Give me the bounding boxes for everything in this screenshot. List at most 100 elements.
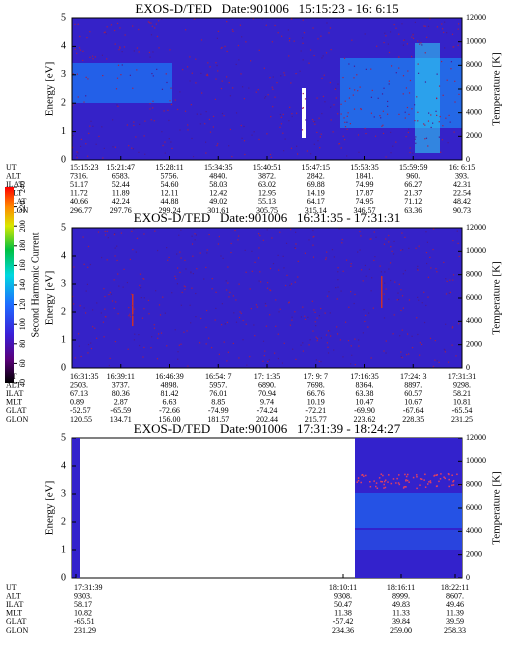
noise xyxy=(245,41,247,43)
noise xyxy=(332,131,334,133)
noise xyxy=(259,234,261,237)
noise xyxy=(357,479,360,482)
table-value: 231.25 xyxy=(451,415,473,424)
noise xyxy=(294,281,296,283)
y2-tick-label: 12000 xyxy=(466,223,486,232)
noise xyxy=(374,255,376,258)
noise xyxy=(319,136,321,138)
table-value: 10.67 xyxy=(404,398,422,407)
y-tick-label: 0 xyxy=(61,572,66,583)
noise xyxy=(432,122,434,124)
noise xyxy=(118,328,120,330)
noise xyxy=(294,247,297,249)
noise xyxy=(438,85,441,87)
table-value: 15:47:15 xyxy=(302,163,330,172)
noise xyxy=(326,251,328,253)
table-value: 181.57 xyxy=(207,415,229,424)
noise xyxy=(77,152,79,154)
noise xyxy=(138,334,140,336)
noise xyxy=(118,285,120,287)
colorbar-tick-label: 120 xyxy=(18,299,27,311)
noise xyxy=(429,480,432,482)
noise xyxy=(223,341,225,343)
noise xyxy=(403,39,406,41)
table-value: 12.42 xyxy=(209,189,227,198)
noise xyxy=(405,480,407,482)
noise xyxy=(106,58,108,60)
noise xyxy=(357,477,360,479)
noise xyxy=(376,487,379,490)
noise xyxy=(240,124,242,127)
noise xyxy=(196,113,198,115)
noise xyxy=(169,49,171,51)
noise xyxy=(180,304,182,306)
noise xyxy=(382,132,385,135)
noise xyxy=(237,239,239,241)
noise xyxy=(95,143,97,145)
noise xyxy=(157,337,159,339)
noise xyxy=(114,146,116,148)
noise xyxy=(419,478,422,480)
noise xyxy=(115,301,117,303)
noise xyxy=(269,314,271,316)
noise xyxy=(266,282,269,284)
noise xyxy=(351,354,353,356)
noise xyxy=(445,293,448,295)
noise xyxy=(190,104,192,106)
y-tick-label: 1 xyxy=(61,334,66,345)
noise xyxy=(98,135,100,137)
noise xyxy=(392,253,395,255)
noise xyxy=(365,68,367,70)
noise xyxy=(388,80,390,82)
noise xyxy=(209,66,211,68)
noise xyxy=(373,116,375,118)
noise xyxy=(365,275,367,277)
noise xyxy=(425,137,428,139)
noise xyxy=(229,128,232,131)
noise xyxy=(224,45,226,47)
noise xyxy=(265,96,267,98)
noise xyxy=(358,339,360,341)
noise xyxy=(418,245,420,247)
noise xyxy=(391,250,393,252)
noise xyxy=(87,352,89,354)
noise xyxy=(96,302,98,304)
noise xyxy=(346,115,348,117)
noise xyxy=(392,478,395,480)
noise xyxy=(119,27,121,29)
noise xyxy=(191,72,193,74)
noise xyxy=(218,235,220,238)
noise xyxy=(381,93,384,95)
noise xyxy=(444,47,446,49)
table-value: 11.39 xyxy=(446,609,464,618)
noise xyxy=(149,108,151,110)
noise xyxy=(387,43,389,45)
noise xyxy=(373,231,375,233)
table-value: 6.63 xyxy=(163,398,177,407)
noise xyxy=(103,336,105,338)
noise xyxy=(408,113,410,116)
noise xyxy=(118,49,120,51)
table-value: 17:31:39 xyxy=(74,583,102,592)
noise xyxy=(400,309,402,312)
noise xyxy=(445,323,447,325)
noise xyxy=(153,327,156,329)
noise xyxy=(405,354,408,356)
table-value: -69.90 xyxy=(354,406,375,415)
table-value: 16:39:11 xyxy=(107,372,135,381)
table-value: -52.57 xyxy=(70,406,91,415)
noise xyxy=(320,35,322,37)
noise xyxy=(221,112,224,115)
noise xyxy=(177,351,179,353)
noise xyxy=(114,233,116,235)
noise xyxy=(139,284,141,287)
noise xyxy=(408,481,410,483)
table-value: 8897. xyxy=(404,380,422,389)
row-label: GLAT xyxy=(6,406,27,415)
noise xyxy=(385,340,387,342)
noise xyxy=(273,352,276,354)
noise xyxy=(390,152,392,154)
noise xyxy=(397,298,400,301)
noise xyxy=(448,485,450,488)
noise xyxy=(448,478,450,481)
